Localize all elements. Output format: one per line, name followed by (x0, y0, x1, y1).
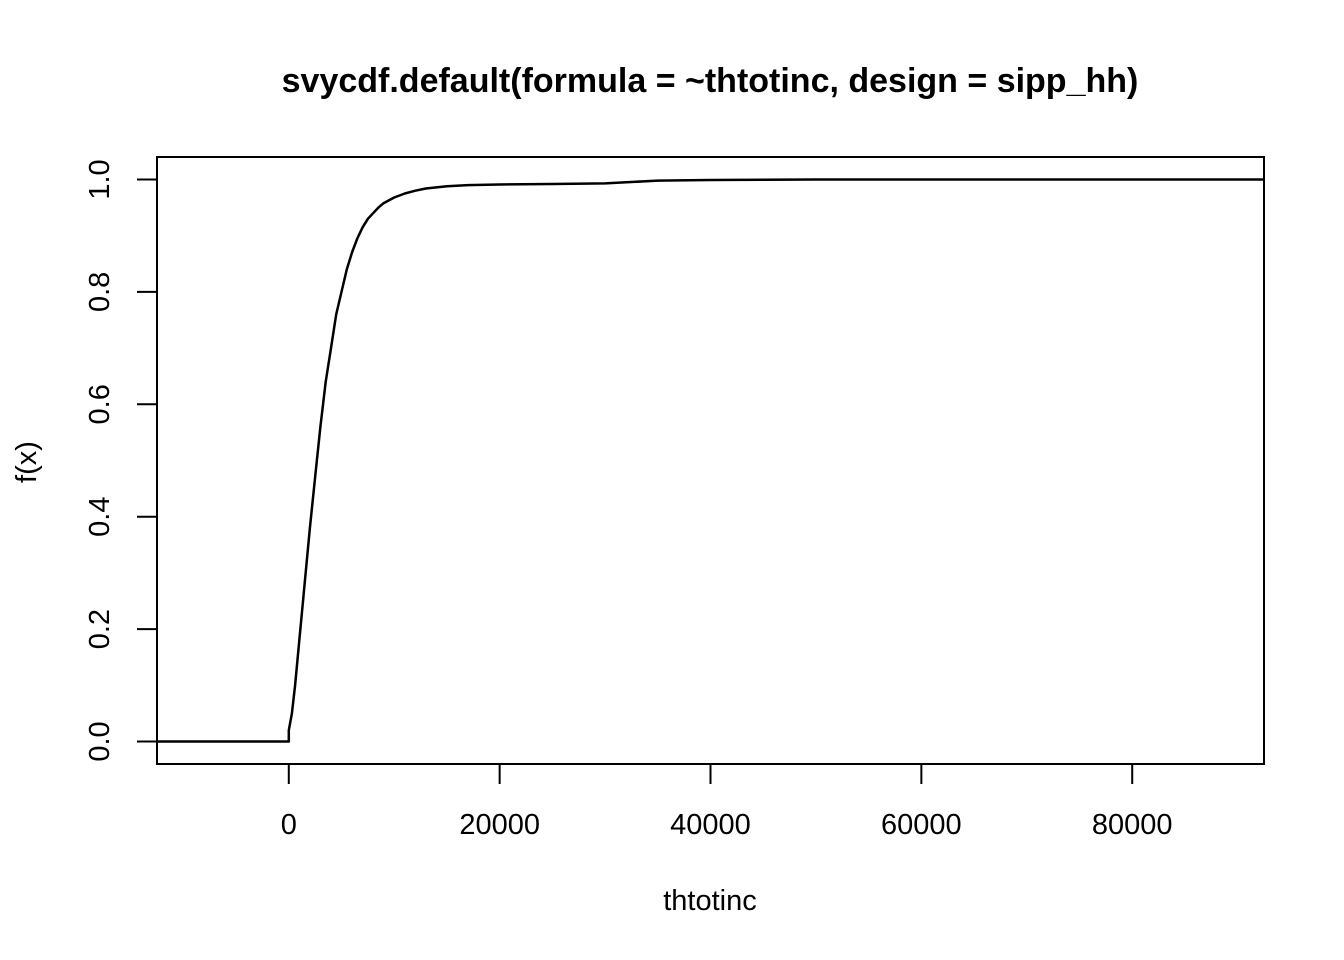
y-tick-label: 0.8 (84, 272, 116, 312)
chart-title: svycdf.default(formula = ~thtotinc, desi… (282, 62, 1139, 100)
x-axis: 0 20000 40000 60000 80000 (281, 764, 1173, 841)
x-axis-label: thtotinc (663, 885, 757, 917)
y-tick-label: 1.0 (84, 159, 116, 199)
x-tick-label: 60000 (881, 809, 962, 841)
x-tick-label: 20000 (459, 809, 540, 841)
y-axis-label: f(x) (11, 441, 43, 483)
y-tick-label: 0.6 (84, 384, 116, 424)
plot-frame (156, 156, 1265, 765)
x-tick-label: 0 (281, 809, 297, 841)
cdf-curve (157, 178, 1264, 743)
y-tick-label: 0.0 (84, 721, 116, 761)
y-tick-label: 0.2 (84, 609, 116, 649)
x-tick-label: 80000 (1092, 809, 1173, 841)
y-tick-label: 0.4 (84, 497, 116, 537)
x-tick-label: 40000 (670, 809, 751, 841)
y-axis: 0.0 0.2 0.4 0.6 0.8 1.0 (84, 159, 157, 762)
